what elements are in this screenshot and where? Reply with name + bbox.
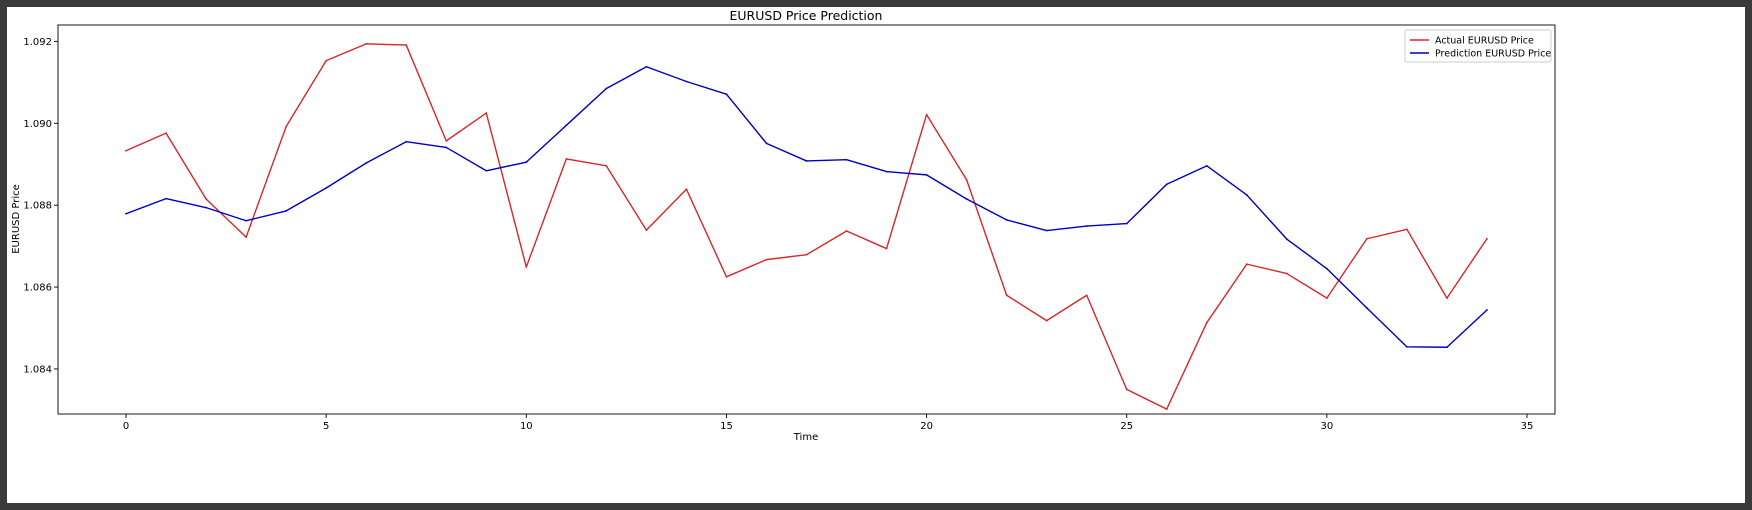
data-point-actual bbox=[405, 44, 408, 46]
data-point-actual bbox=[1045, 319, 1048, 322]
x-tick-label: 35 bbox=[1521, 421, 1534, 432]
data-point-prediction bbox=[1325, 267, 1328, 270]
data-point-prediction bbox=[525, 161, 528, 164]
series-layer bbox=[125, 42, 1488, 410]
data-point-prediction bbox=[1486, 309, 1488, 311]
data-point-actual bbox=[165, 132, 167, 135]
data-point-prediction bbox=[1446, 346, 1448, 349]
data-point-actual bbox=[1205, 321, 1208, 324]
data-point-prediction bbox=[1285, 238, 1288, 241]
data-point-prediction bbox=[1125, 222, 1128, 225]
line-chart: 0 5 10 15 20 25 30 351.0841.0861.0881.0901.092 … bbox=[11, 8, 1556, 443]
legend: Actual EURUSD Price Prediction EURUSD Pri… bbox=[1404, 29, 1552, 63]
data-point-actual bbox=[1486, 237, 1488, 240]
data-point-actual bbox=[965, 178, 968, 181]
y-tick-label: 1.084 bbox=[23, 364, 52, 375]
data-point-prediction bbox=[565, 124, 568, 127]
chart-title: EURUSD Price Prediction bbox=[730, 8, 883, 23]
x-tick-label: 25 bbox=[1120, 421, 1133, 432]
data-point-prediction bbox=[1245, 194, 1248, 196]
data-point-prediction bbox=[245, 219, 248, 222]
x-tick-label: 10 bbox=[520, 421, 533, 432]
data-point-prediction bbox=[445, 146, 448, 149]
data-point-prediction bbox=[925, 173, 928, 176]
data-point-actual bbox=[285, 125, 288, 128]
y-tick-label: 1.088 bbox=[23, 201, 52, 212]
y-axis-label: EURUSD Price bbox=[11, 184, 22, 254]
data-point-actual bbox=[1325, 297, 1328, 300]
x-tick-label: 30 bbox=[1320, 421, 1333, 432]
data-point-actual bbox=[605, 164, 608, 167]
data-point-actual bbox=[925, 113, 928, 116]
x-tick-label: 5 bbox=[323, 421, 329, 432]
data-point-prediction bbox=[1165, 183, 1168, 186]
plot-frame bbox=[57, 24, 1556, 415]
data-point-prediction bbox=[1205, 164, 1208, 167]
y-tick-label: 1.092 bbox=[23, 37, 52, 48]
data-point-actual bbox=[885, 247, 888, 250]
data-point-prediction bbox=[285, 210, 288, 212]
data-point-actual bbox=[845, 230, 848, 232]
data-point-actual bbox=[805, 253, 808, 256]
y-tick-label: 1.090 bbox=[23, 119, 52, 130]
series-line-actual bbox=[125, 43, 1488, 410]
data-point-actual bbox=[1406, 228, 1408, 231]
data-point-prediction bbox=[1085, 225, 1088, 227]
series-line-prediction bbox=[125, 66, 1488, 348]
data-point-prediction bbox=[165, 197, 167, 200]
data-point-actual bbox=[1125, 388, 1128, 391]
data-point-prediction bbox=[405, 140, 408, 143]
data-point-prediction bbox=[765, 142, 768, 145]
data-point-prediction bbox=[1005, 219, 1008, 221]
data-point-actual bbox=[565, 157, 568, 160]
axes-layer: 0 5 10 15 20 25 30 35 1.084 1.086 1.088 1.090 1.092 bbox=[23, 37, 1533, 432]
data-point-prediction bbox=[885, 170, 888, 173]
data-point-actual bbox=[1365, 237, 1368, 240]
y-tick-label: 1.086 bbox=[23, 283, 52, 294]
data-point-actual bbox=[1245, 263, 1248, 266]
data-point-prediction bbox=[125, 212, 127, 215]
data-point-prediction bbox=[485, 169, 488, 172]
x-tick-label: 15 bbox=[720, 421, 733, 432]
data-point-actual bbox=[245, 236, 248, 239]
data-point-prediction bbox=[645, 65, 648, 68]
data-point-prediction bbox=[1406, 345, 1408, 348]
legend-box bbox=[1404, 29, 1552, 63]
figure-canvas: 0 5 10 15 20 25 30 35 1.084 1.086 1.088 1.090 1.092 … bbox=[7, 7, 1745, 503]
data-point-actual bbox=[205, 198, 207, 200]
data-point-actual bbox=[645, 229, 648, 232]
data-point-actual bbox=[725, 275, 728, 278]
data-point-prediction bbox=[365, 162, 368, 164]
plot-area bbox=[57, 24, 1556, 415]
data-point-prediction bbox=[965, 198, 968, 200]
legend-label-actual: Actual EURUSD Price bbox=[1435, 36, 1534, 47]
data-point-prediction bbox=[1365, 307, 1368, 309]
data-point-actual bbox=[445, 139, 448, 142]
data-point-actual bbox=[125, 149, 127, 152]
data-point-actual bbox=[485, 112, 488, 114]
data-point-prediction bbox=[605, 87, 608, 90]
data-point-prediction bbox=[1045, 229, 1048, 232]
data-point-actual bbox=[1446, 297, 1448, 300]
data-point-prediction bbox=[805, 160, 808, 162]
data-point-prediction bbox=[205, 206, 207, 209]
legend-label-prediction: Prediction EURUSD Price bbox=[1435, 49, 1551, 60]
data-point-actual bbox=[525, 266, 528, 268]
data-point-prediction bbox=[845, 158, 848, 161]
data-point-prediction bbox=[685, 80, 688, 83]
data-point-actual bbox=[1005, 294, 1008, 297]
data-point-actual bbox=[365, 42, 368, 45]
x-axis-label: Time bbox=[793, 432, 818, 443]
data-point-prediction bbox=[325, 187, 328, 189]
data-point-actual bbox=[765, 258, 768, 261]
data-point-actual bbox=[1085, 294, 1088, 297]
data-point-actual bbox=[685, 188, 688, 191]
data-point-actual bbox=[1165, 408, 1168, 410]
data-point-actual bbox=[325, 59, 328, 62]
data-point-prediction bbox=[725, 93, 728, 96]
x-tick-label: 0 bbox=[123, 421, 129, 432]
x-tick-label: 20 bbox=[920, 421, 933, 432]
data-point-actual bbox=[1285, 272, 1288, 275]
